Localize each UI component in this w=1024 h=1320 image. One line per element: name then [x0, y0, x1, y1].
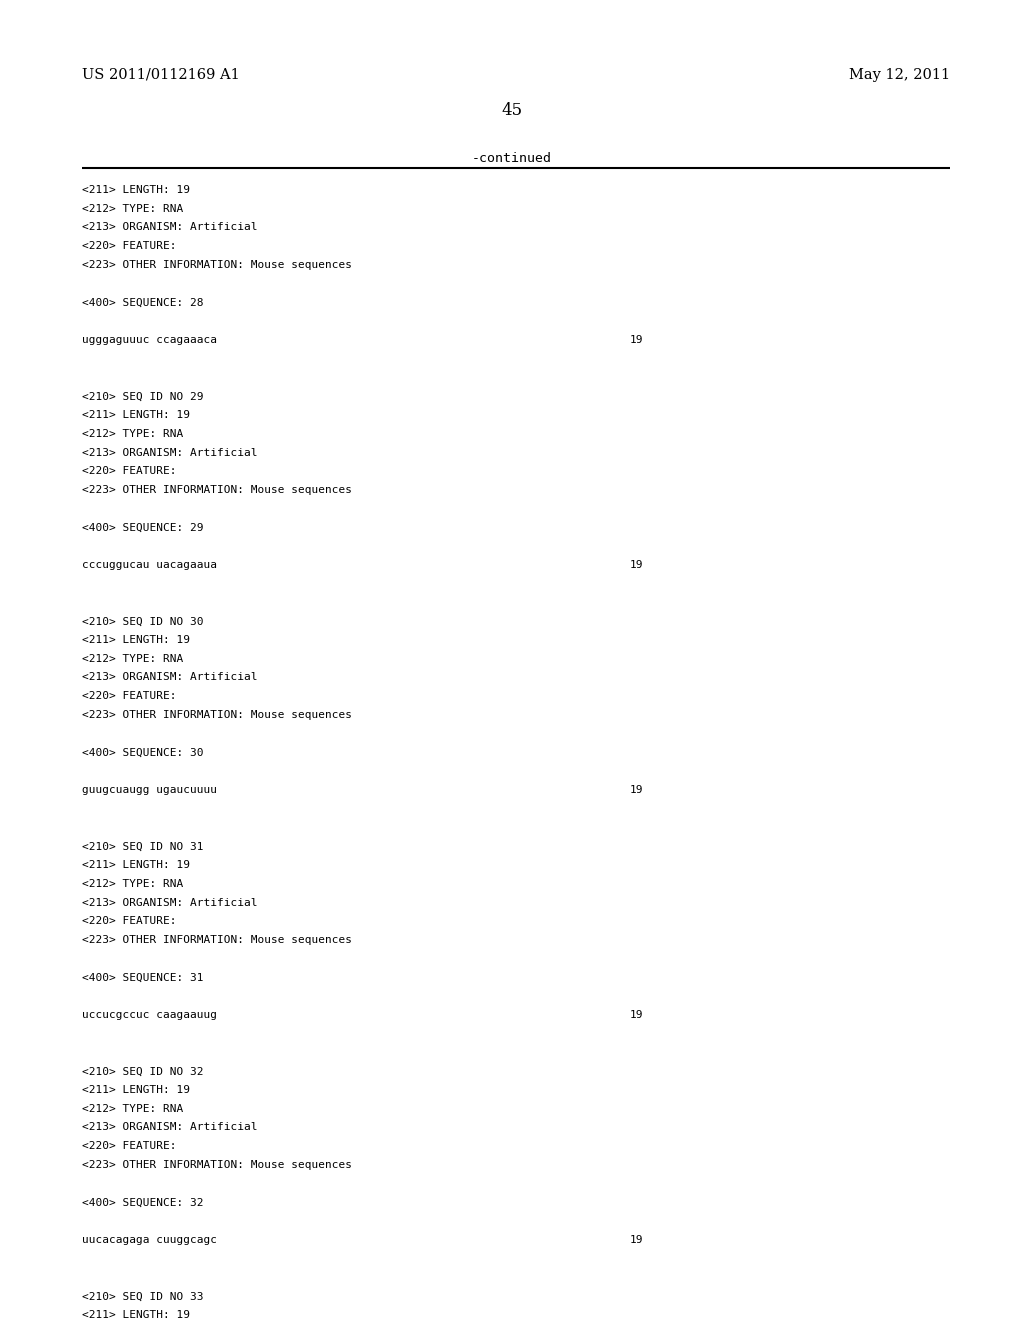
Text: <220> FEATURE:: <220> FEATURE:: [82, 466, 176, 477]
Text: <223> OTHER INFORMATION: Mouse sequences: <223> OTHER INFORMATION: Mouse sequences: [82, 710, 352, 719]
Text: <400> SEQUENCE: 30: <400> SEQUENCE: 30: [82, 747, 204, 758]
Text: <223> OTHER INFORMATION: Mouse sequences: <223> OTHER INFORMATION: Mouse sequences: [82, 935, 352, 945]
Text: <400> SEQUENCE: 31: <400> SEQUENCE: 31: [82, 973, 204, 982]
Text: uucacagaga cuuggcagc: uucacagaga cuuggcagc: [82, 1236, 217, 1245]
Text: <211> LENGTH: 19: <211> LENGTH: 19: [82, 1085, 190, 1096]
Text: -continued: -continued: [472, 152, 552, 165]
Text: 19: 19: [630, 335, 643, 345]
Text: <210> SEQ ID NO 32: <210> SEQ ID NO 32: [82, 1067, 204, 1076]
Text: 19: 19: [630, 560, 643, 570]
Text: <212> TYPE: RNA: <212> TYPE: RNA: [82, 429, 183, 438]
Text: uccucgccuc caagaauug: uccucgccuc caagaauug: [82, 1010, 217, 1020]
Text: <210> SEQ ID NO 29: <210> SEQ ID NO 29: [82, 391, 204, 401]
Text: US 2011/0112169 A1: US 2011/0112169 A1: [82, 69, 240, 82]
Text: 19: 19: [630, 1010, 643, 1020]
Text: <211> LENGTH: 19: <211> LENGTH: 19: [82, 861, 190, 870]
Text: <210> SEQ ID NO 30: <210> SEQ ID NO 30: [82, 616, 204, 626]
Text: <220> FEATURE:: <220> FEATURE:: [82, 692, 176, 701]
Text: <223> OTHER INFORMATION: Mouse sequences: <223> OTHER INFORMATION: Mouse sequences: [82, 260, 352, 271]
Text: <212> TYPE: RNA: <212> TYPE: RNA: [82, 203, 183, 214]
Text: <212> TYPE: RNA: <212> TYPE: RNA: [82, 879, 183, 888]
Text: <211> LENGTH: 19: <211> LENGTH: 19: [82, 411, 190, 420]
Text: <400> SEQUENCE: 29: <400> SEQUENCE: 29: [82, 523, 204, 532]
Text: <223> OTHER INFORMATION: Mouse sequences: <223> OTHER INFORMATION: Mouse sequences: [82, 484, 352, 495]
Text: 19: 19: [630, 1236, 643, 1245]
Text: <220> FEATURE:: <220> FEATURE:: [82, 916, 176, 927]
Text: ugggaguuuc ccagaaaca: ugggaguuuc ccagaaaca: [82, 335, 217, 345]
Text: <212> TYPE: RNA: <212> TYPE: RNA: [82, 1104, 183, 1114]
Text: <213> ORGANISM: Artificial: <213> ORGANISM: Artificial: [82, 672, 257, 682]
Text: <213> ORGANISM: Artificial: <213> ORGANISM: Artificial: [82, 1122, 257, 1133]
Text: <213> ORGANISM: Artificial: <213> ORGANISM: Artificial: [82, 447, 257, 458]
Text: <213> ORGANISM: Artificial: <213> ORGANISM: Artificial: [82, 223, 257, 232]
Text: <400> SEQUENCE: 28: <400> SEQUENCE: 28: [82, 297, 204, 308]
Text: <210> SEQ ID NO 33: <210> SEQ ID NO 33: [82, 1291, 204, 1302]
Text: 19: 19: [630, 785, 643, 795]
Text: <212> TYPE: RNA: <212> TYPE: RNA: [82, 653, 183, 664]
Text: <211> LENGTH: 19: <211> LENGTH: 19: [82, 185, 190, 195]
Text: <220> FEATURE:: <220> FEATURE:: [82, 242, 176, 251]
Text: <220> FEATURE:: <220> FEATURE:: [82, 1142, 176, 1151]
Text: <223> OTHER INFORMATION: Mouse sequences: <223> OTHER INFORMATION: Mouse sequences: [82, 1160, 352, 1170]
Text: <210> SEQ ID NO 31: <210> SEQ ID NO 31: [82, 841, 204, 851]
Text: <400> SEQUENCE: 32: <400> SEQUENCE: 32: [82, 1197, 204, 1208]
Text: <211> LENGTH: 19: <211> LENGTH: 19: [82, 635, 190, 645]
Text: 45: 45: [502, 102, 522, 119]
Text: guugcuaugg ugaucuuuu: guugcuaugg ugaucuuuu: [82, 785, 217, 795]
Text: cccuggucau uacagaaua: cccuggucau uacagaaua: [82, 560, 217, 570]
Text: May 12, 2011: May 12, 2011: [849, 69, 950, 82]
Text: <213> ORGANISM: Artificial: <213> ORGANISM: Artificial: [82, 898, 257, 908]
Text: <211> LENGTH: 19: <211> LENGTH: 19: [82, 1309, 190, 1320]
